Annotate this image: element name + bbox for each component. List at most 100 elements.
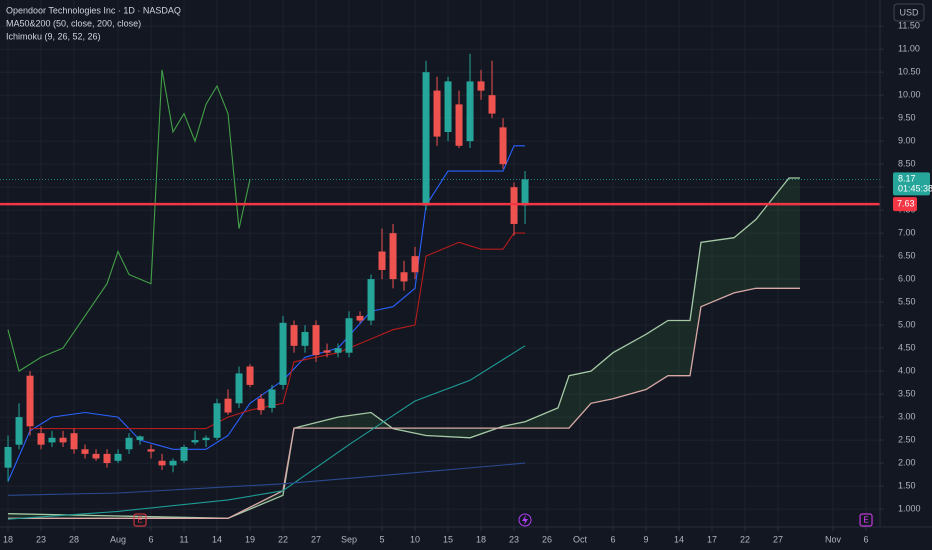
event-label[interactable]: E: [137, 516, 142, 525]
candle-body: [444, 81, 452, 132]
candle-body: [257, 398, 265, 411]
y-tick-label: 10.50: [898, 67, 921, 77]
candle-body: [4, 446, 12, 468]
candle-body: [411, 256, 419, 273]
x-tick-label: Aug: [110, 534, 126, 544]
y-tick-label: 9.00: [898, 136, 916, 146]
candle-body: [169, 460, 177, 466]
indicator-line: [7, 345, 526, 520]
candle-body: [92, 453, 100, 459]
x-tick-label: 27: [311, 534, 321, 544]
candle-body: [400, 272, 408, 282]
candle-body: [455, 104, 463, 146]
candle-body: [433, 90, 441, 137]
x-tick-label: 6: [149, 534, 154, 544]
candle-body: [224, 398, 232, 413]
candle-body: [477, 81, 485, 91]
y-tick-label: 2.00: [898, 457, 916, 467]
candle-body: [488, 95, 496, 114]
candle-body: [378, 251, 386, 270]
y-tick-label: 6.00: [898, 274, 916, 284]
candle-body: [235, 373, 243, 404]
y-tick-label: 4.50: [898, 342, 916, 352]
candle-body: [279, 322, 287, 385]
y-tick-label: 3.00: [898, 411, 916, 421]
last-price-label: 8.17: [898, 174, 916, 184]
event-marker[interactable]: [859, 513, 873, 527]
x-tick-label: 22: [740, 534, 750, 544]
plot: [0, 53, 880, 520]
candle-body: [48, 437, 56, 443]
dividend-icon[interactable]: [518, 513, 532, 527]
x-tick-label: 11: [179, 534, 188, 544]
candle-body: [367, 279, 375, 321]
candle-body: [510, 187, 518, 224]
y-tick-label: 2.50: [898, 434, 916, 444]
chart-title: Opendoor Technologies Inc · 1D · NASDAQ: [6, 5, 181, 15]
x-tick-label: 18: [3, 534, 13, 544]
candle-body: [147, 449, 155, 452]
candle-body: [180, 446, 188, 461]
x-tick-label: Oct: [573, 534, 588, 544]
x-tick-label: 23: [509, 534, 519, 544]
y-tick-label: 1.000: [898, 503, 921, 513]
x-tick-label: Sep: [341, 534, 357, 544]
x-tick-label: 19: [245, 534, 255, 544]
price-line-label: 7.63: [897, 199, 915, 209]
x-tick-label: 14: [212, 534, 222, 544]
candle-body: [334, 348, 342, 353]
candle-body: [246, 366, 254, 385]
candle-body: [521, 179, 529, 206]
x-tick-label: 14: [674, 534, 684, 544]
y-tick-label: 4.00: [898, 365, 916, 375]
event-icon[interactable]: [522, 515, 528, 525]
x-tick-label: 6: [864, 534, 869, 544]
x-tick-label: 26: [542, 534, 552, 544]
candle-body: [290, 325, 298, 346]
x-tick-label: 9: [644, 534, 649, 544]
grid: [0, 0, 880, 527]
candle-body: [15, 417, 23, 445]
candle-body: [312, 325, 320, 356]
event-marker[interactable]: [133, 513, 147, 527]
currency-label[interactable]: USD: [899, 7, 919, 17]
y-tick-label: 1.50: [898, 480, 916, 490]
indicator-line: [7, 69, 251, 372]
indicator-line: [7, 145, 525, 482]
event-icon[interactable]: [518, 513, 532, 527]
x-tick-label: 22: [278, 534, 288, 544]
candle-body: [103, 453, 111, 464]
candle-body: [268, 389, 276, 408]
y-tick-label: 7.00: [898, 228, 916, 238]
currency-button[interactable]: [893, 3, 925, 22]
candle-body: [70, 433, 78, 450]
y-tick-label: 5.50: [898, 297, 916, 307]
indicator-line: [7, 462, 526, 496]
candle-body: [323, 350, 331, 353]
y-tick-label: 11.00: [898, 44, 920, 54]
candle-body: [125, 437, 133, 450]
event-label[interactable]: E: [863, 516, 868, 525]
candle-body: [59, 437, 67, 443]
candle-body: [389, 233, 397, 280]
y-tick-label: 9.50: [898, 113, 916, 123]
candle-body: [136, 436, 144, 441]
price-line-box: [893, 197, 917, 212]
candle-body: [422, 72, 430, 206]
candle-body: [114, 453, 122, 461]
candle-body: [202, 437, 210, 441]
x-tick-label: 15: [443, 534, 453, 544]
y-tick-label: 5.00: [898, 319, 916, 329]
candle-body: [191, 440, 199, 443]
x-tick-label: 23: [36, 534, 46, 544]
x-tick-label: 28: [69, 534, 79, 544]
candle-body: [356, 315, 364, 321]
y-tick-label: 10.00: [898, 90, 921, 100]
candle-body: [301, 332, 309, 346]
x-tick-label: 17: [707, 534, 717, 544]
indicator-legend: Ichimoku (9, 26, 52, 26): [6, 31, 101, 41]
candle-body: [158, 460, 166, 466]
y-tick-label: 3.50: [898, 388, 916, 398]
